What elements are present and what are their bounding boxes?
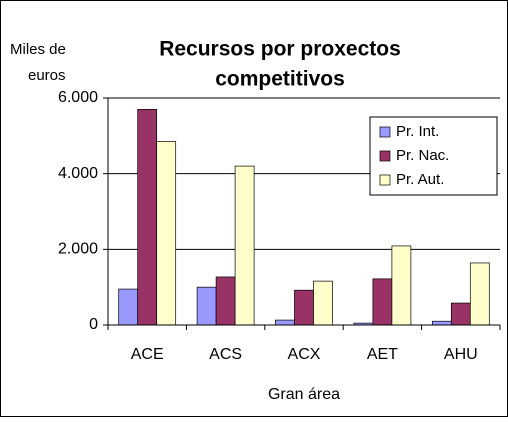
x-tick-label: ACE — [131, 346, 164, 363]
x-axis-title: Gran área — [268, 386, 340, 403]
x-tick-label: ACX — [288, 346, 321, 363]
y-axis-title: euros — [28, 67, 66, 84]
bar — [450, 302, 471, 326]
y-axis-title: Miles de — [10, 41, 66, 58]
legend-box — [369, 116, 498, 196]
legend-swatch — [379, 174, 391, 186]
chart-title: competitivos — [215, 68, 345, 91]
legend-swatch — [379, 126, 391, 138]
legend-label: Pr. Int. — [396, 123, 439, 140]
bar — [294, 289, 314, 326]
y-tick-label: 0 — [89, 316, 98, 333]
x-tick-label: AHU — [444, 346, 478, 363]
bar — [234, 165, 255, 326]
bar — [469, 262, 490, 326]
bar — [196, 286, 217, 326]
legend-label: Pr. Aut. — [396, 171, 444, 188]
bar — [137, 108, 158, 326]
y-tick-label: 6.000 — [58, 89, 98, 106]
bar — [275, 319, 295, 326]
bar — [313, 280, 333, 326]
y-tick-label: 4.000 — [58, 165, 98, 182]
legend-swatch — [379, 150, 391, 162]
y-tick-label: 2.000 — [58, 241, 98, 258]
bar — [431, 320, 452, 326]
bar — [372, 278, 393, 326]
bar — [118, 288, 139, 326]
x-tick-label: AET — [367, 346, 398, 363]
chart-title: Recursos por proxectos — [159, 38, 401, 61]
bar — [156, 141, 177, 326]
x-tick-label: ACS — [209, 346, 242, 363]
bar — [215, 276, 236, 326]
bar — [391, 245, 412, 326]
legend-label: Pr. Nac. — [396, 147, 449, 164]
